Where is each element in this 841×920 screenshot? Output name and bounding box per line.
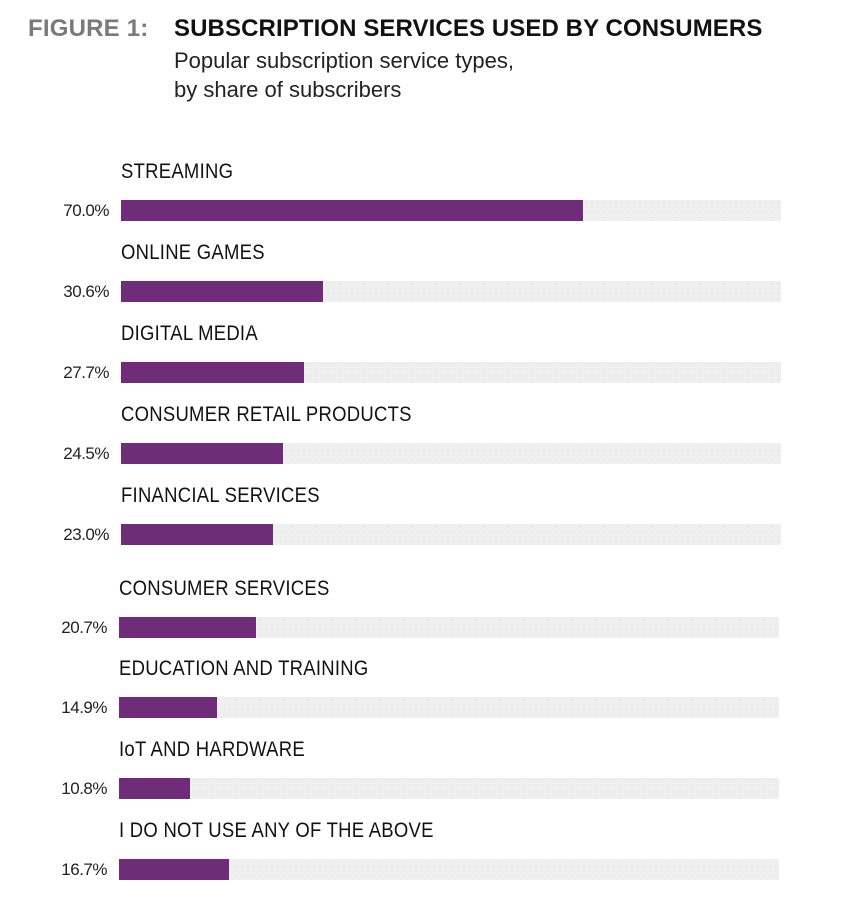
bar [119,697,218,718]
value-label: 20.7% [61,618,107,637]
bar [119,617,256,638]
bar-track [119,697,779,718]
value-label: 23.0% [63,525,109,544]
value-label: 16.7% [61,860,107,879]
subtitle-line-2: by share of subscribers [174,77,402,102]
bar-track [119,778,779,799]
category-label: CONSUMER SERVICES [119,577,330,600]
subtitle-line-1: Popular subscription service types, [174,48,514,73]
chart-title: SUBSCRIPTION SERVICES USED BY CONSUMERS [174,15,763,42]
value-label: 24.5% [63,444,109,463]
category-label: FINANCIAL SERVICES [121,484,320,507]
bar-track [121,524,781,545]
value-label: 30.6% [63,282,109,301]
value-label: 27.7% [63,363,109,382]
bar [121,281,323,302]
bar [121,524,273,545]
bar [121,200,583,221]
category-label: CONSUMER RETAIL PRODUCTS [121,403,412,426]
chart-subtitle: Popular subscription service types, by s… [174,46,514,104]
bar-track [121,443,781,464]
bar-track [119,859,779,880]
value-label: 14.9% [61,698,107,717]
category-label: DIGITAL MEDIA [121,322,258,345]
value-label: 10.8% [61,779,107,798]
category-label: EDUCATION AND TRAINING [119,657,369,680]
figure-label: FIGURE 1: [28,15,149,42]
value-label: 70.0% [63,201,109,220]
bar [119,859,230,880]
bar [119,778,191,799]
category-label: STREAMING [121,160,234,183]
category-label: ONLINE GAMES [121,241,265,264]
bar [121,443,283,464]
category-label: IoT AND HARDWARE [119,738,305,761]
bar-track [119,617,779,638]
category-label: I DO NOT USE ANY OF THE ABOVE [119,819,434,842]
bar [121,362,304,383]
